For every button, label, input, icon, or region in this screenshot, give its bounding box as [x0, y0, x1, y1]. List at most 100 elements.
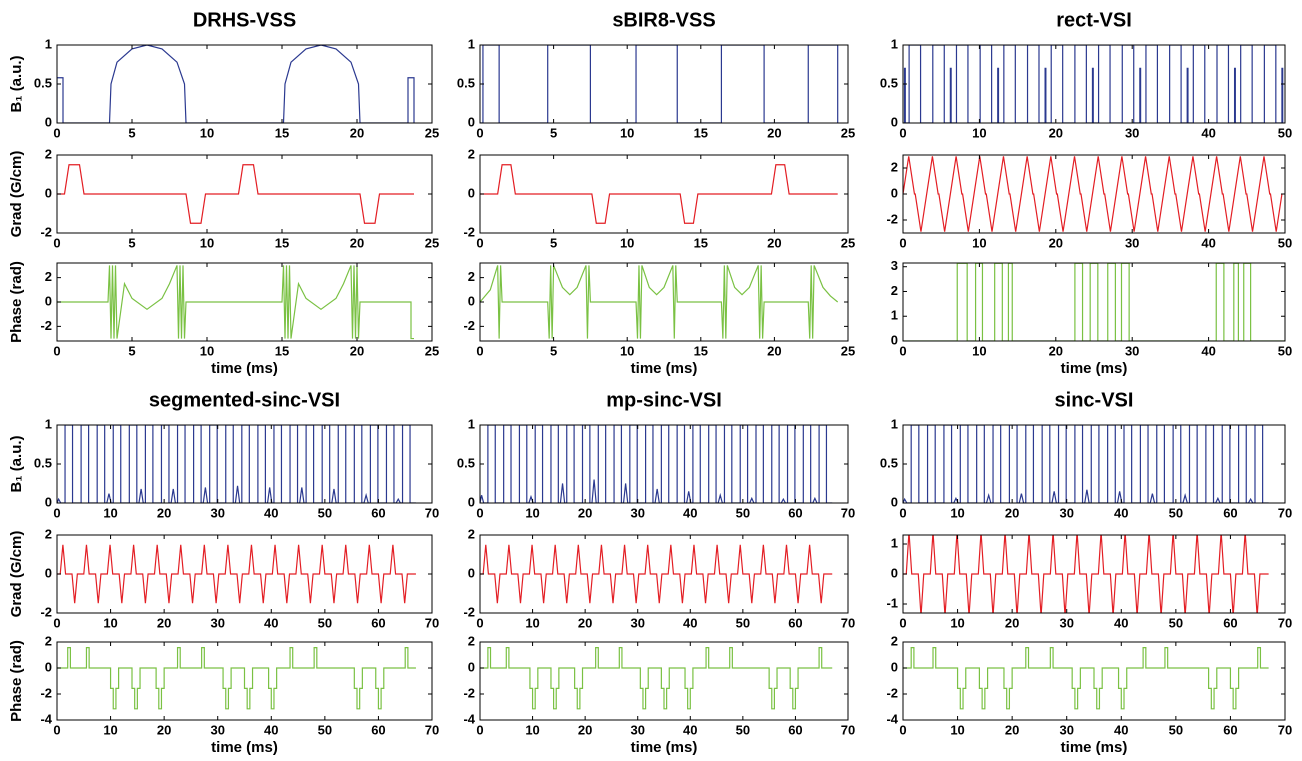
waveform	[57, 544, 416, 604]
y-tick-label: 0	[45, 565, 52, 580]
y-tick-label: -2	[463, 224, 475, 239]
panel: 0 10 20 30 40 50 0 0.5 1 rect-VSI	[880, 9, 1292, 140]
x-tick-label: 30	[630, 615, 644, 630]
y-tick-label: -1	[886, 595, 898, 610]
y-tick-label: -2	[463, 604, 475, 619]
x-tick-label: 0	[476, 505, 483, 520]
y-tick-label: 2	[45, 269, 52, 284]
x-tick-label: 30	[1059, 505, 1073, 520]
x-tick-label: 0	[53, 722, 60, 737]
y-tick-label: 2	[891, 159, 898, 174]
x-tick-label: 15	[694, 125, 708, 140]
x-tick-label: 10	[525, 615, 539, 630]
panel: 0 10 20 30 40 50 60 70 0 0.5 1 mp-sinc-VSI	[457, 389, 855, 520]
x-tick-label: 10	[103, 615, 117, 630]
x-axis-label: time (ms)	[1061, 739, 1128, 756]
y-tick-label: -2	[40, 224, 52, 239]
y-tick-label: 1	[45, 416, 52, 431]
x-tick-label: 0	[899, 615, 906, 630]
x-tick-label: 0	[53, 505, 60, 520]
y-tick-label: 0	[891, 565, 898, 580]
x-tick-label: 0	[899, 505, 906, 520]
x-tick-label: 5	[128, 343, 135, 358]
x-tick-label: 5	[550, 125, 557, 140]
waveform	[57, 45, 415, 123]
waveform	[57, 646, 416, 710]
x-tick-label: 20	[1005, 505, 1019, 520]
y-tick-label: 0	[468, 114, 475, 129]
x-tick-label: 20	[350, 125, 364, 140]
x-tick-label: 10	[972, 343, 986, 358]
x-tick-label: 30	[1125, 125, 1139, 140]
y-tick-label: 2	[468, 269, 475, 284]
waveform	[480, 265, 839, 339]
y-axis-label: B₁ (a.u.)	[8, 435, 25, 492]
y-tick-label: -2	[463, 318, 475, 333]
panel: 0 10 20 30 40 50 60 70-202	[463, 526, 855, 630]
x-tick-label: 0	[476, 235, 483, 250]
x-axis-label: time (ms)	[211, 739, 278, 756]
x-tick-label: 0	[476, 722, 483, 737]
y-tick-label: 0.5	[34, 455, 52, 470]
panel-title: sinc-VSI	[1055, 389, 1134, 411]
y-tick-label: 2	[45, 146, 52, 161]
x-tick-label: 10	[525, 505, 539, 520]
y-tick-label: 0	[891, 185, 898, 200]
x-tick-label: 10	[620, 343, 634, 358]
axes-frame	[56, 44, 433, 124]
x-tick-label: 50	[1169, 505, 1183, 520]
y-tick-label: 1	[891, 308, 898, 323]
x-tick-label: 20	[578, 722, 592, 737]
y-tick-label: 0	[45, 185, 52, 200]
y-tick-label: -4	[463, 711, 475, 726]
x-tick-label: 70	[1278, 615, 1292, 630]
y-tick-label: 1	[891, 535, 898, 550]
y-tick-label: 2	[468, 633, 475, 648]
waveform	[903, 156, 1283, 232]
x-tick-label: 60	[371, 505, 385, 520]
waveform	[903, 425, 1269, 503]
x-tick-label: 10	[620, 125, 634, 140]
panel: 0 10 20 30 40 50 60 70 -4 -2 0 2 time (ms)	[886, 633, 1292, 756]
x-tick-label: 50	[1278, 343, 1292, 358]
x-tick-label: 5	[128, 125, 135, 140]
x-axis-label: time (ms)	[211, 360, 278, 377]
panel: 0 10 20 30 40 50 60 70 0 0.5 1 sinc-VSI	[880, 389, 1292, 520]
waveform	[480, 164, 838, 224]
x-tick-label: 0	[899, 125, 906, 140]
x-tick-label: 60	[371, 722, 385, 737]
panel: 0 5 10 15 20 25 0 0.5 1 DRHS-VSS B₁ (a.u.)	[8, 9, 439, 140]
x-tick-label: 20	[350, 343, 364, 358]
y-tick-label: -2	[40, 685, 52, 700]
x-tick-label: 50	[736, 615, 750, 630]
x-tick-label: 0	[53, 235, 60, 250]
panel: 0 5 10 15 20 25 0 0.5 1 sBIR8-VSS	[457, 9, 855, 140]
x-tick-label: 70	[841, 505, 855, 520]
x-tick-label: 40	[264, 615, 278, 630]
x-tick-label: 0	[899, 235, 906, 250]
y-tick-label: 0.5	[880, 455, 898, 470]
x-tick-label: 10	[950, 615, 964, 630]
y-tick-label: 1	[468, 36, 475, 51]
y-tick-label: 0	[45, 293, 52, 308]
x-tick-label: 30	[1059, 722, 1073, 737]
x-tick-label: 20	[1049, 343, 1063, 358]
x-axis-label: time (ms)	[1061, 360, 1128, 377]
axes-frame	[56, 641, 433, 721]
y-tick-label: -2	[40, 604, 52, 619]
y-tick-label: 0	[45, 659, 52, 674]
waveform	[903, 535, 1269, 613]
x-tick-label: 0	[899, 343, 906, 358]
x-tick-label: 20	[767, 125, 781, 140]
x-tick-label: 0	[476, 615, 483, 630]
y-tick-label: 0.5	[880, 75, 898, 90]
x-tick-label: 20	[157, 722, 171, 737]
x-tick-label: 50	[1278, 125, 1292, 140]
x-tick-label: 25	[841, 125, 855, 140]
x-tick-label: 15	[694, 235, 708, 250]
x-tick-label: 10	[200, 235, 214, 250]
x-tick-label: 30	[1125, 343, 1139, 358]
